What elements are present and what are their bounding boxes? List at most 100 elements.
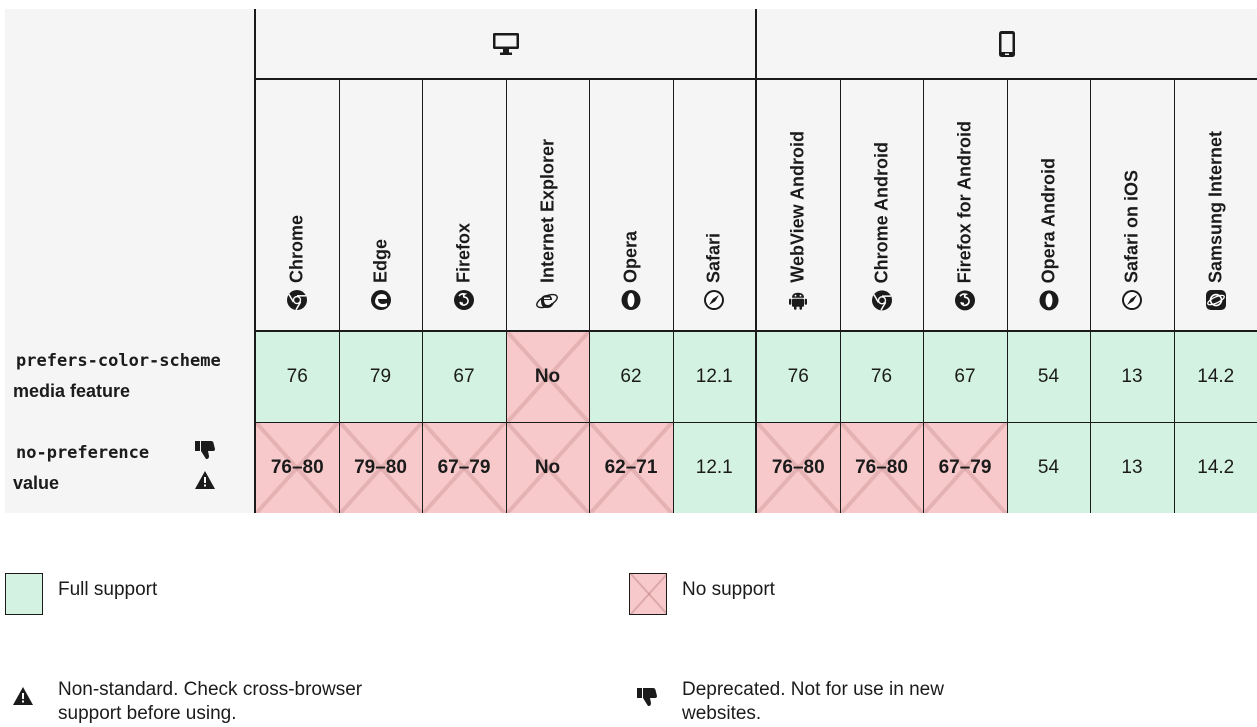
support-cell-yes[interactable]: 12.1 (673, 422, 757, 513)
legend-deprecated-label: Deprecated. Not for use in new websites. (682, 679, 944, 724)
browser-header-safari-on-ios: Safari on iOS (1090, 79, 1175, 332)
feature-description: media feature (13, 381, 131, 401)
browser-name: Internet Explorer (537, 138, 557, 283)
support-cell-yes[interactable]: 67 (422, 331, 507, 423)
support-version: No (534, 366, 561, 387)
browser-header-firefox: Firefox (422, 79, 507, 332)
support-cell-yes[interactable]: 54 (1007, 331, 1091, 423)
browser-header-webview-android: WebView Android (756, 79, 841, 332)
browser-name: Chrome (286, 214, 307, 283)
support-version: 79 (369, 366, 392, 387)
support-cell-no[interactable]: 76–80 (255, 422, 340, 513)
support-version: 62–71 (604, 457, 658, 478)
support-version: 67 (453, 366, 475, 387)
browser-name: Firefox for Android (954, 120, 975, 283)
browser-compat-table: Chrome Edge Firefox Internet Explorer Opera S… (5, 9, 1257, 513)
support-version: 12.1 (695, 457, 733, 478)
support-version: 76–80 (270, 457, 324, 478)
browser-header-opera: Opera (589, 79, 674, 332)
thumbs-down-icon (193, 439, 217, 470)
support-cell-yes[interactable]: 14.2 (1174, 422, 1257, 513)
browser-name: Safari on iOS (1121, 169, 1142, 283)
browser-header-internet-explorer: Internet Explorer (506, 79, 590, 332)
samsung-internet-icon (1205, 289, 1227, 311)
support-version: 76 (286, 366, 308, 387)
support-cell-yes[interactable]: 62 (589, 331, 674, 423)
support-cell-yes[interactable]: 76 (840, 331, 924, 423)
browser-header-chrome: Chrome (255, 79, 340, 332)
browser-header-edge: Edge (339, 79, 423, 332)
support-version: 67 (954, 366, 976, 387)
support-version: 67–79 (437, 457, 491, 478)
firefox-icon (954, 289, 976, 311)
support-cell-yes[interactable]: 67 (923, 331, 1008, 423)
support-version: 79–80 (354, 457, 407, 478)
feature-row: prefers-color-scheme media feature 76 79 67 N… (5, 331, 1257, 423)
browser-name: Firefox (453, 222, 474, 283)
support-cell-yes[interactable]: 79 (339, 331, 423, 423)
browser-name: Chrome Android (871, 141, 891, 283)
support-cell-no[interactable]: 62–71 (589, 422, 674, 513)
platform-mobile (756, 9, 1257, 80)
browser-name: Edge (370, 238, 390, 283)
safari-icon (1121, 289, 1143, 311)
thumbs-down-icon (636, 686, 658, 713)
feature-description: value (13, 472, 60, 493)
support-version: 12.1 (695, 366, 733, 387)
internet-explorer-icon (535, 289, 559, 311)
browser-header-opera-android: Opera Android (1007, 79, 1091, 332)
support-cell-no[interactable]: 76–80 (756, 422, 841, 513)
browser-name: Safari (703, 232, 724, 283)
edge-icon (370, 289, 392, 311)
support-cell-no[interactable]: No (506, 422, 590, 513)
support-cell-no[interactable]: 79–80 (339, 422, 423, 513)
feature-row: no-preference value 76–80 79–80 67–79 No 62–71… (5, 422, 1257, 513)
browser-name: Opera (620, 230, 641, 283)
support-cell-yes[interactable]: 54 (1007, 422, 1091, 513)
support-version: 54 (1037, 366, 1060, 387)
support-cell-yes[interactable]: 12.1 (673, 331, 757, 423)
browser-name: Samsung Internet (1205, 130, 1226, 283)
browser-name: Opera Android (1038, 157, 1058, 283)
support-version: 54 (1037, 457, 1060, 478)
support-cell-yes[interactable]: 13 (1090, 422, 1175, 513)
support-version: 76–80 (771, 457, 825, 478)
feature-status-icons (193, 439, 217, 501)
browser-header-chrome-android: Chrome Android (840, 79, 924, 332)
legend-full-support-swatch (5, 573, 43, 615)
support-cell-yes[interactable]: 13 (1090, 331, 1175, 423)
browser-name: WebView Android (787, 131, 808, 283)
support-version: 13 (1121, 366, 1143, 387)
opera-icon (620, 289, 642, 311)
feature-code: no-preference (16, 442, 150, 463)
support-cell-no[interactable]: 67–79 (923, 422, 1008, 513)
warning-icon (12, 686, 34, 711)
warning-icon (193, 470, 217, 501)
support-cell-no[interactable]: No (506, 331, 590, 423)
support-version: 62 (620, 366, 642, 387)
support-cell-no[interactable]: 76–80 (840, 422, 924, 513)
support-cell-yes[interactable]: 76 (756, 331, 841, 423)
feature-code: prefers-color-scheme (16, 351, 221, 371)
support-version: 76–80 (855, 457, 908, 478)
legend-non-standard-label: Non-standard. Check cross-browser suppor… (58, 679, 363, 724)
browser-header-samsung-internet: Samsung Internet (1174, 79, 1257, 332)
opera-icon (1038, 289, 1060, 311)
support-version: 14.2 (1197, 366, 1235, 387)
legend-no-support-label: No support (682, 579, 775, 600)
support-cell-yes[interactable]: 14.2 (1174, 331, 1257, 423)
support-version: 14.2 (1197, 457, 1235, 478)
support-version: 76 (870, 366, 893, 387)
support-cell-yes[interactable]: 76 (255, 331, 340, 423)
support-version: 76 (787, 366, 809, 387)
chrome-icon (871, 289, 893, 311)
browser-header-firefox-for-android: Firefox for Android (923, 79, 1008, 332)
legend-no-support-swatch (629, 573, 667, 615)
support-version: No (534, 457, 561, 478)
android-icon (787, 289, 809, 311)
feature-name-cell: no-preference value (5, 422, 256, 513)
support-cell-no[interactable]: 67–79 (422, 422, 507, 513)
browser-header-safari: Safari (673, 79, 757, 332)
desktop-platform-icon (492, 32, 519, 55)
chrome-icon (286, 289, 308, 311)
